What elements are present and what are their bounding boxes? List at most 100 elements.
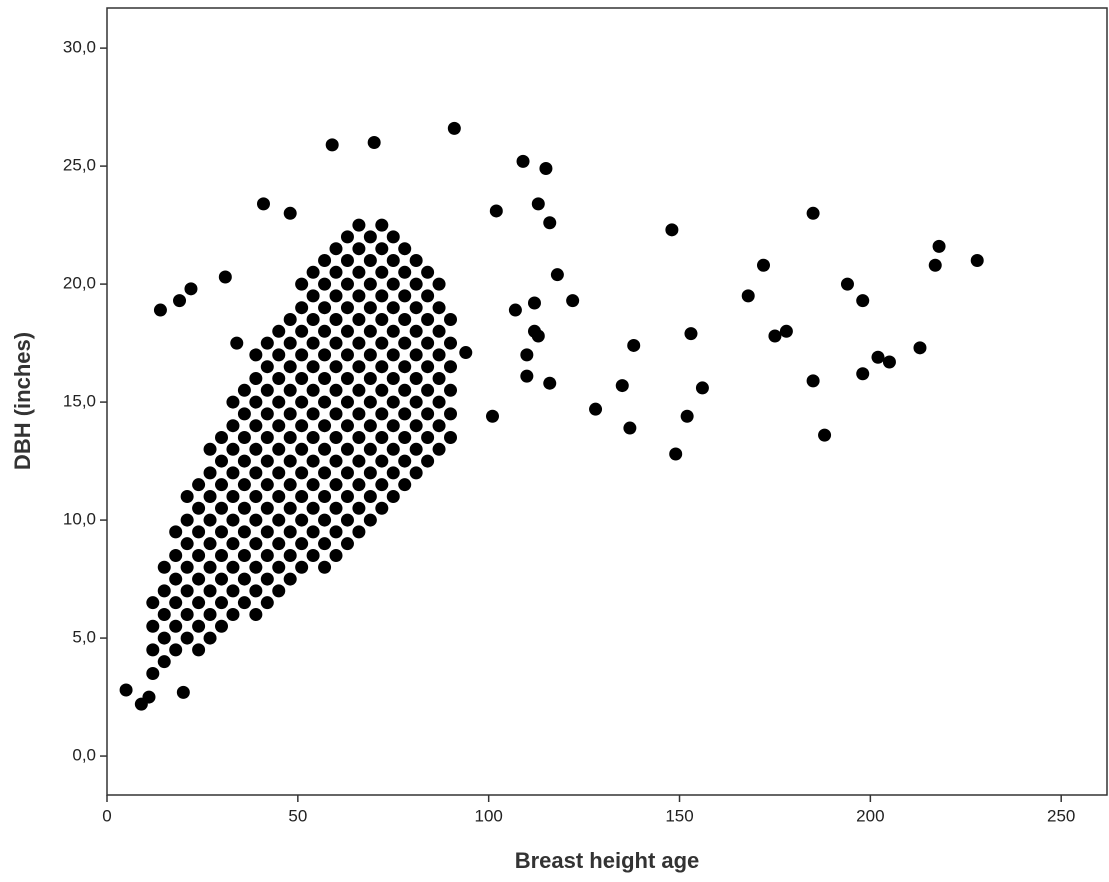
point: [398, 383, 412, 397]
x-tick-label: 0: [102, 806, 111, 825]
point: [680, 409, 694, 423]
point: [432, 277, 446, 291]
point: [249, 560, 263, 574]
point: [306, 360, 320, 374]
point: [249, 442, 263, 456]
point: [180, 560, 194, 574]
point: [318, 254, 332, 268]
point: [409, 371, 423, 385]
point: [146, 666, 160, 680]
point: [215, 430, 229, 444]
point: [173, 294, 187, 308]
point: [306, 548, 320, 562]
x-tick-label: 50: [288, 806, 307, 825]
point: [375, 407, 389, 421]
point: [272, 584, 286, 598]
point: [226, 419, 240, 433]
point: [409, 348, 423, 362]
point: [527, 296, 541, 310]
point: [318, 489, 332, 503]
point: [237, 501, 251, 515]
point: [318, 301, 332, 315]
point: [157, 560, 171, 574]
y-axis-title: DBH (inches): [10, 332, 35, 470]
point: [806, 374, 820, 388]
point: [283, 206, 297, 220]
point: [363, 395, 377, 409]
point: [543, 376, 557, 390]
point: [230, 336, 244, 350]
point: [409, 301, 423, 315]
point: [340, 254, 354, 268]
point: [329, 525, 343, 539]
point: [409, 324, 423, 338]
point: [157, 607, 171, 621]
point: [444, 430, 458, 444]
point: [295, 277, 309, 291]
point: [352, 430, 366, 444]
y-tick-label: 15,0: [63, 392, 96, 411]
point: [329, 501, 343, 515]
point: [421, 383, 435, 397]
point: [215, 596, 229, 610]
point: [215, 454, 229, 468]
point: [352, 383, 366, 397]
point: [386, 348, 400, 362]
point: [318, 371, 332, 385]
point: [318, 442, 332, 456]
point: [203, 489, 217, 503]
point: [272, 395, 286, 409]
point: [306, 454, 320, 468]
point: [363, 230, 377, 244]
point: [329, 312, 343, 326]
point: [237, 548, 251, 562]
point: [295, 371, 309, 385]
point: [398, 478, 412, 492]
y-tick-label: 30,0: [63, 38, 96, 57]
point: [363, 442, 377, 456]
point: [375, 383, 389, 397]
point: [169, 643, 183, 657]
point: [237, 407, 251, 421]
point: [180, 631, 194, 645]
point: [432, 371, 446, 385]
point: [340, 489, 354, 503]
point: [386, 254, 400, 268]
point: [421, 430, 435, 444]
point: [215, 548, 229, 562]
point: [272, 513, 286, 527]
point: [306, 478, 320, 492]
point: [249, 537, 263, 551]
point: [295, 513, 309, 527]
point: [215, 619, 229, 633]
point: [329, 360, 343, 374]
point: [226, 537, 240, 551]
point: [398, 454, 412, 468]
point: [226, 513, 240, 527]
point: [169, 525, 183, 539]
point: [329, 430, 343, 444]
point: [386, 277, 400, 291]
point: [363, 348, 377, 362]
point: [352, 501, 366, 515]
point: [306, 312, 320, 326]
point: [340, 395, 354, 409]
point: [283, 572, 297, 586]
point: [146, 643, 160, 657]
point: [375, 454, 389, 468]
point: [329, 265, 343, 279]
point: [340, 537, 354, 551]
point: [180, 489, 194, 503]
point: [169, 596, 183, 610]
point: [142, 690, 156, 704]
point: [882, 355, 896, 369]
point: [215, 525, 229, 539]
point: [375, 360, 389, 374]
point: [249, 395, 263, 409]
x-axis-title: Breast height age: [515, 848, 700, 873]
point: [531, 197, 545, 211]
point: [260, 525, 274, 539]
point: [226, 466, 240, 480]
point: [318, 466, 332, 480]
point: [363, 466, 377, 480]
